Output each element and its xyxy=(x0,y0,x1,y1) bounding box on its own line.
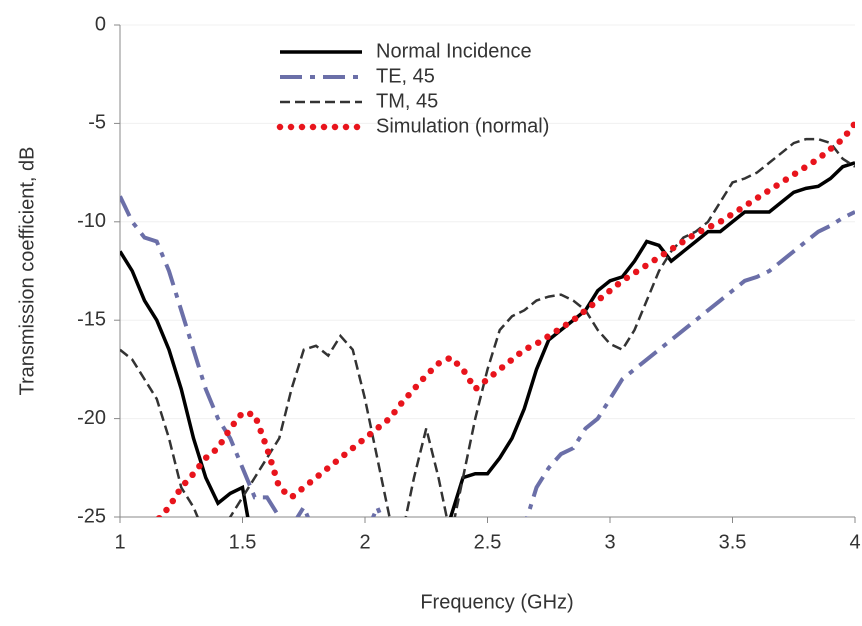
y-tick-label: 0 xyxy=(95,13,106,35)
x-tick-label: 3.5 xyxy=(719,531,747,553)
series-line xyxy=(155,120,855,517)
x-tick-label: 1.5 xyxy=(229,531,257,553)
series-line xyxy=(120,161,855,517)
y-tick-label: -20 xyxy=(77,407,106,429)
y-tick-label: -10 xyxy=(77,210,106,232)
series-line xyxy=(120,137,855,517)
legend-label: TM, 45 xyxy=(376,90,438,112)
legend-label: TE, 45 xyxy=(376,65,435,87)
x-tick-label: 2.5 xyxy=(474,531,502,553)
y-tick-label: -5 xyxy=(88,112,106,134)
legend-label: Normal Incidence xyxy=(376,40,532,62)
y-tick-label: -25 xyxy=(77,505,106,527)
plot-area xyxy=(120,120,855,517)
x-tick-label: 4 xyxy=(849,531,860,553)
x-axis-label: Frequency (GHz) xyxy=(420,591,573,613)
y-tick-label: -15 xyxy=(77,308,106,330)
x-tick-label: 2 xyxy=(359,531,370,553)
legend-label: Simulation (normal) xyxy=(376,115,549,137)
x-tick-label: 3 xyxy=(604,531,615,553)
y-axis-label: Transmission coefficient, dB xyxy=(16,147,38,396)
x-tick-label: 1 xyxy=(114,531,125,553)
series-line xyxy=(120,195,855,517)
